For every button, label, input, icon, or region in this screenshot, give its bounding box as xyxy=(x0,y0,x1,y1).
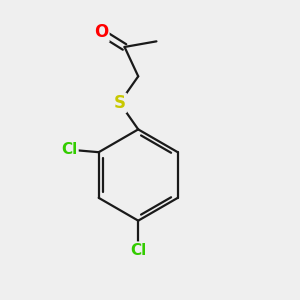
Text: S: S xyxy=(114,94,126,112)
Text: O: O xyxy=(94,23,108,41)
Text: Cl: Cl xyxy=(130,243,146,258)
Text: Cl: Cl xyxy=(61,142,77,157)
